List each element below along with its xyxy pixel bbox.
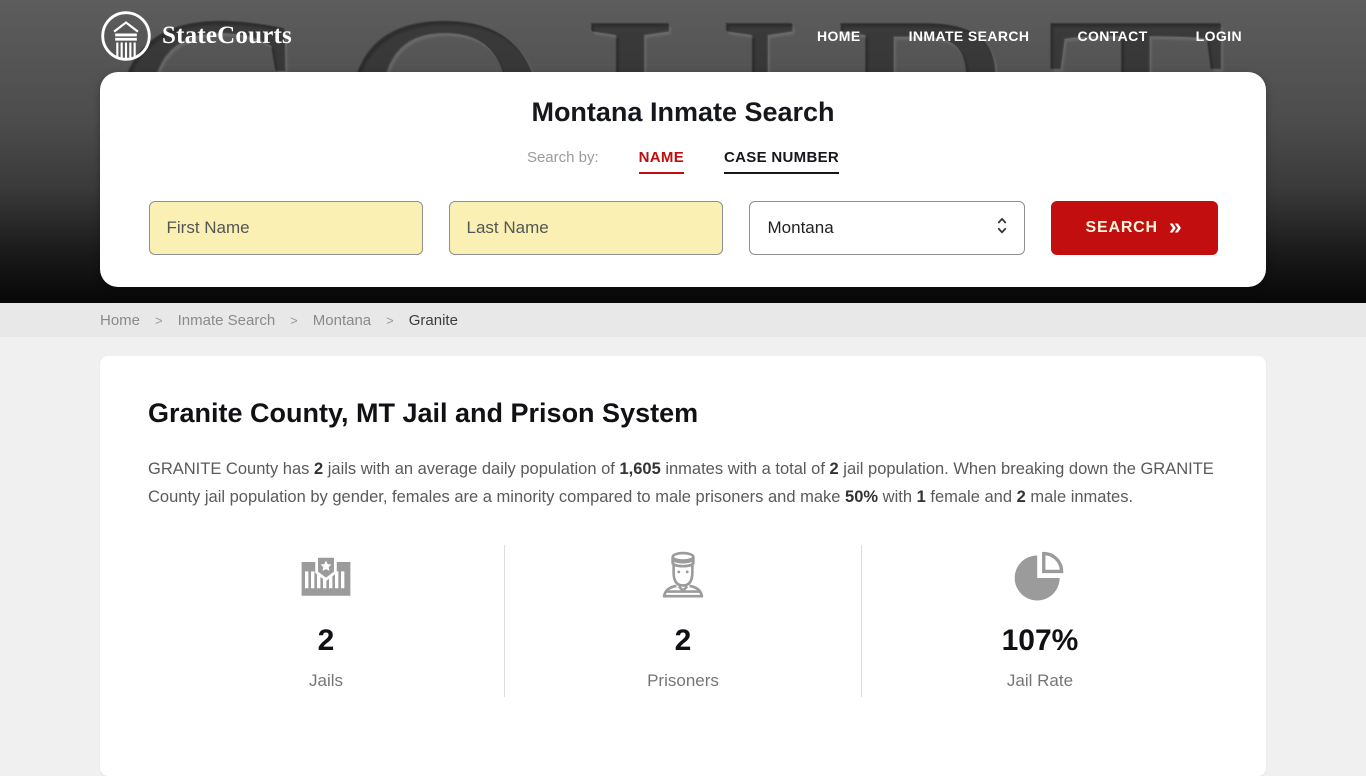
county-summary-paragraph: GRANITE County has 2 jails with an avera… <box>148 460 1214 506</box>
nav-contact[interactable]: CONTACT <box>1077 28 1148 44</box>
stat-prisoners: 2 Prisoners <box>505 545 861 697</box>
brand-name: StateCourts <box>162 22 292 49</box>
nav-home[interactable]: HOME <box>817 28 861 44</box>
search-button[interactable]: SEARCH » <box>1050 201 1218 255</box>
prisoner-icon <box>647 547 719 607</box>
breadcrumb-montana[interactable]: Montana <box>312 311 372 329</box>
county-stats-row: 2 Jails <box>148 545 1218 697</box>
stat-jail-rate: 107% Jail Rate <box>862 545 1218 697</box>
state-select[interactable]: Montana <box>748 201 1025 255</box>
county-content-card: Granite County, MT Jail and Prison Syste… <box>100 356 1266 776</box>
breadcrumb-separator: > <box>290 312 298 328</box>
breadcrumb-current-granite: Granite <box>408 311 458 329</box>
tab-name[interactable]: NAME <box>638 149 685 174</box>
breadcrumb: Home > Inmate Search > Montana > Granite <box>0 303 1366 337</box>
stat-jails-value: 2 <box>317 624 335 657</box>
first-name-input[interactable] <box>148 201 423 255</box>
breadcrumb-inmate-search[interactable]: Inmate Search <box>177 311 276 329</box>
stat-prisoners-label: Prisoners <box>647 671 719 690</box>
tab-case-number[interactable]: CASE NUMBER <box>724 149 840 174</box>
last-name-input[interactable] <box>448 201 723 255</box>
stat-prisoners-value: 2 <box>674 624 692 657</box>
search-button-label: SEARCH <box>1085 219 1158 236</box>
top-navigation-bar: StateCourts HOME INMATE SEARCH CONTACT L… <box>0 0 1366 72</box>
select-updown-chevron-icon <box>993 214 1011 243</box>
nav-login[interactable]: LOGIN <box>1195 28 1242 44</box>
stat-jails: 2 Jails <box>148 545 504 697</box>
brand-logo-link[interactable]: StateCourts <box>100 10 292 62</box>
main-nav: HOME INMATE SEARCH CONTACT LOGIN <box>817 28 1242 44</box>
state-select-value: Montana <box>767 218 834 237</box>
search-by-tabs: Search by: NAME CASE NUMBER <box>100 149 1266 174</box>
search-form: Montana SEARCH » <box>100 201 1266 255</box>
header: COURT · HOUSE StateCourts HOME I <box>0 0 1366 303</box>
pie-chart-icon <box>1004 547 1076 607</box>
stats-divider <box>861 545 862 697</box>
statecourts-logo-icon <box>100 10 152 62</box>
search-by-label: Search by: <box>526 149 599 166</box>
stat-jail-rate-value: 107% <box>1001 624 1079 657</box>
double-chevron-icon: » <box>1168 213 1183 239</box>
breadcrumb-home[interactable]: Home <box>100 311 141 329</box>
jail-icon <box>290 547 362 607</box>
inmate-search-card: Montana Inmate Search Search by: NAME CA… <box>100 72 1266 287</box>
breadcrumb-separator: > <box>155 312 163 328</box>
county-heading: Granite County, MT Jail and Prison Syste… <box>148 398 699 428</box>
breadcrumb-separator: > <box>386 312 394 328</box>
nav-inmate-search[interactable]: INMATE SEARCH <box>908 28 1030 44</box>
page-title: Montana Inmate Search <box>531 97 835 127</box>
stat-jails-label: Jails <box>308 671 343 690</box>
stat-jail-rate-label: Jail Rate <box>1006 671 1074 690</box>
stats-divider <box>504 545 505 697</box>
